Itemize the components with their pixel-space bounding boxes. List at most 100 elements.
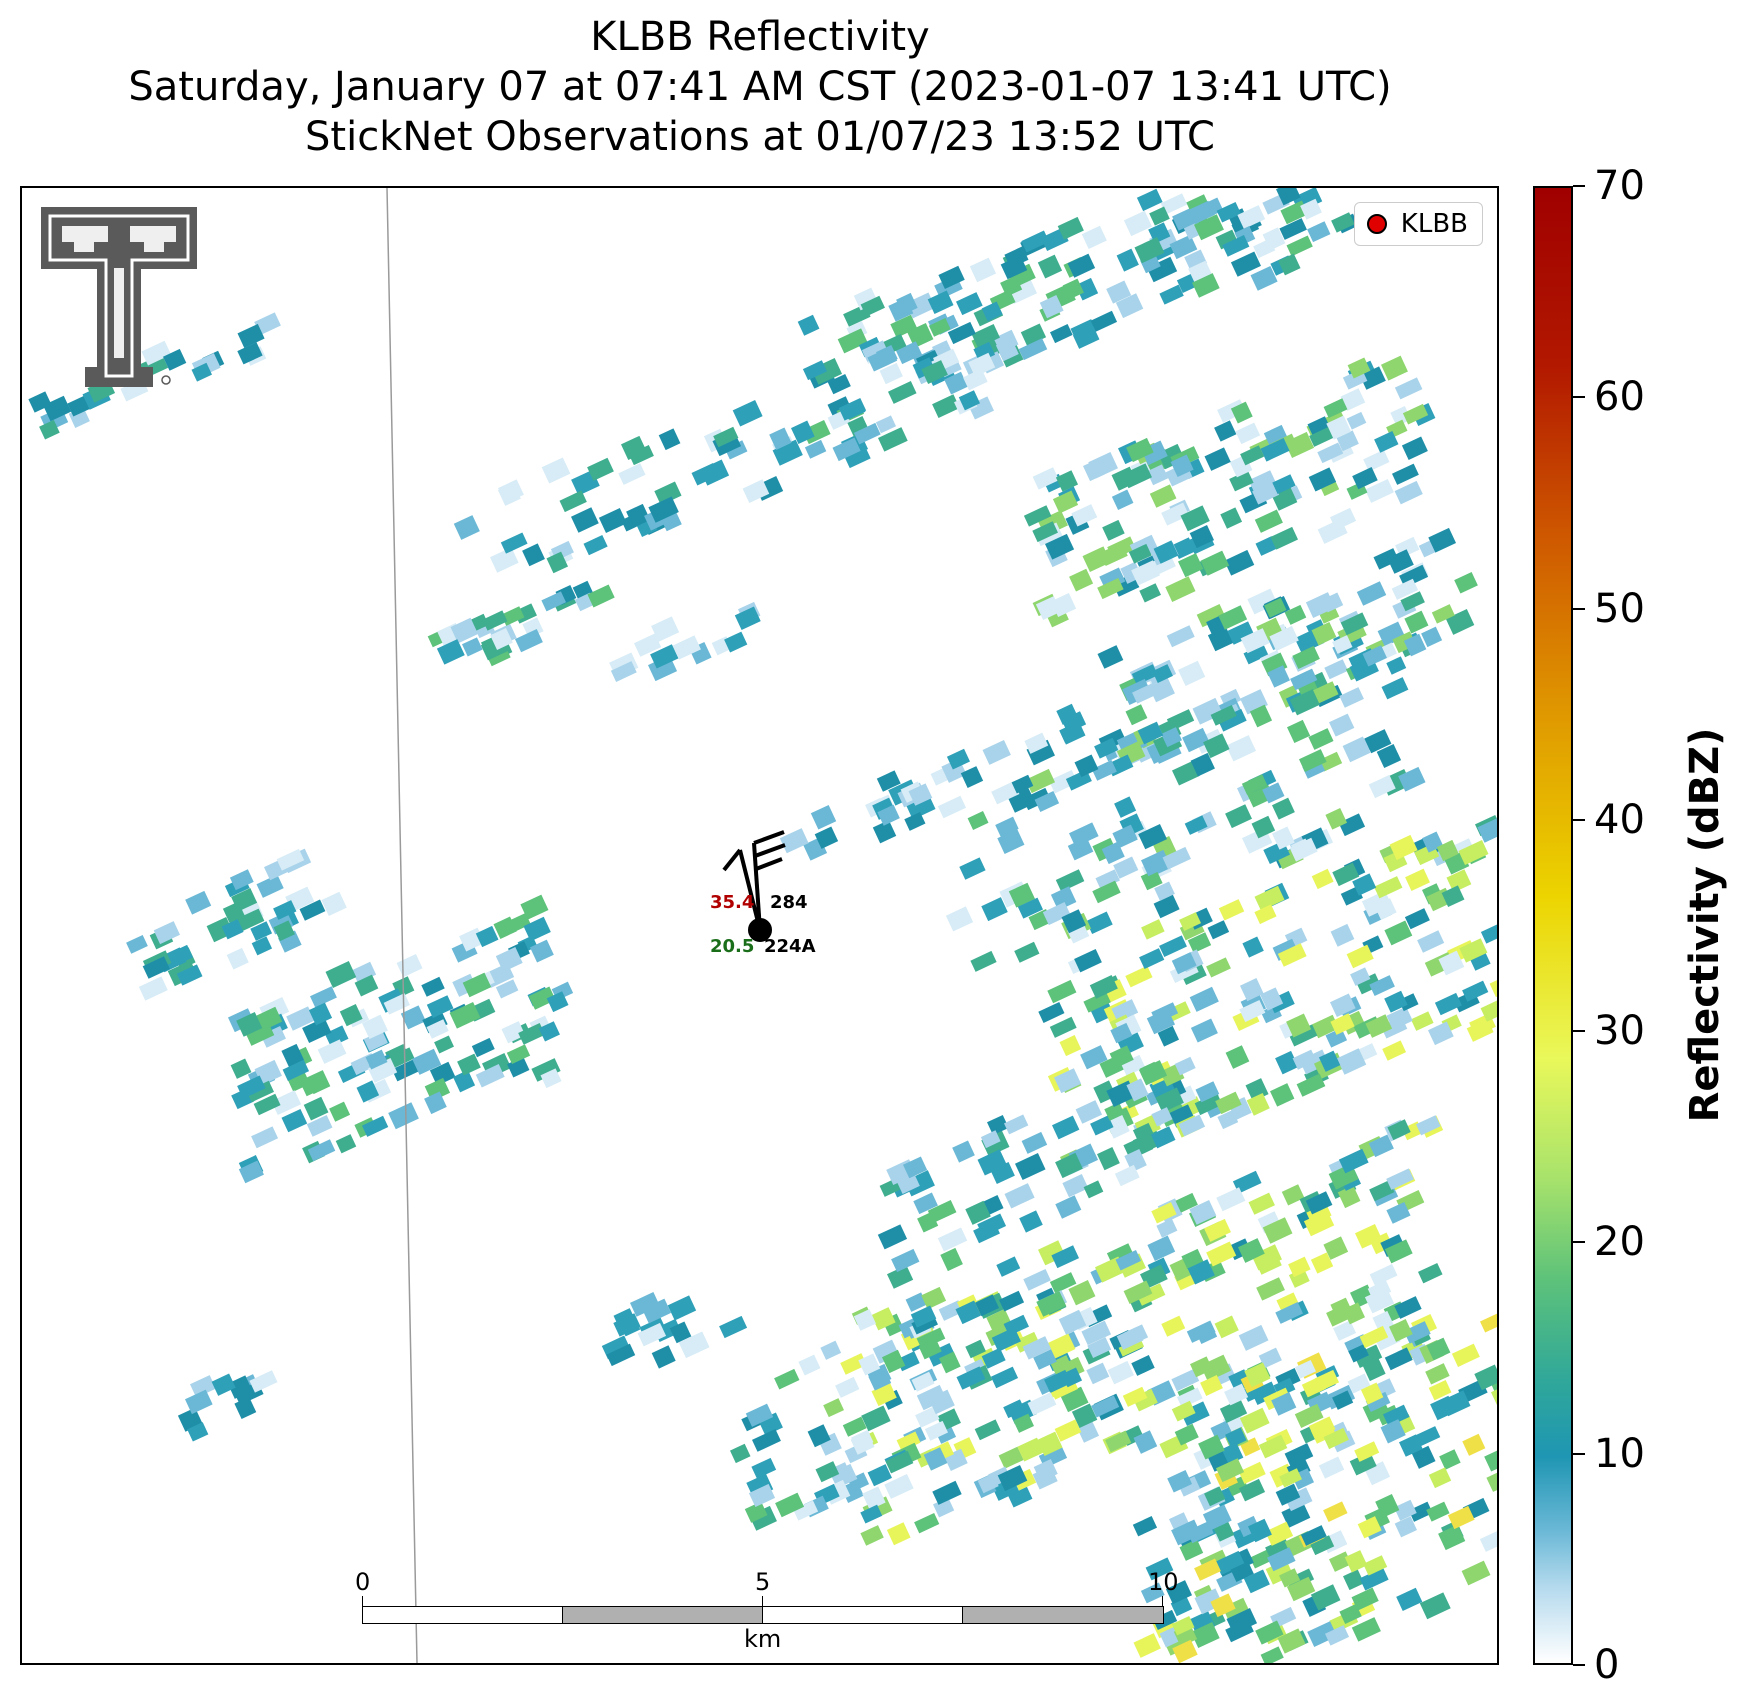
reflectivity-cell <box>1184 815 1208 835</box>
reflectivity-cell <box>1246 1092 1270 1116</box>
reflectivity-cell <box>1323 1427 1349 1450</box>
reflectivity-cell <box>1362 1357 1386 1382</box>
reflectivity-cell <box>1338 813 1366 837</box>
reflectivity-cell <box>1323 1236 1349 1260</box>
reflectivity-cell <box>1178 1114 1206 1137</box>
reflectivity-cell <box>642 1298 672 1324</box>
reflectivity-cell <box>877 1224 908 1250</box>
reflectivity-cell <box>1207 920 1230 940</box>
reflectivity-cell <box>546 991 569 1013</box>
reflectivity-cell <box>1267 665 1290 688</box>
radar-map[interactable]: 35.4 284 20.5 224A KLBB 0 5 10 km <box>20 186 1499 1665</box>
reflectivity-cell <box>1106 1114 1130 1139</box>
reflectivity-cell <box>504 912 531 935</box>
reflectivity-cell <box>153 921 181 945</box>
reflectivity-cell <box>1340 612 1369 636</box>
reflectivity-cell <box>1251 815 1276 839</box>
reflectivity-cell <box>1110 1022 1133 1044</box>
reflectivity-cell <box>1403 1321 1431 1344</box>
reflectivity-cell <box>1428 1467 1452 1489</box>
reflectivity-cell <box>1238 1461 1266 1485</box>
reflectivity-cell <box>1204 1486 1226 1507</box>
reflectivity-cell <box>1222 234 1250 257</box>
reflectivity-cell <box>339 1004 363 1027</box>
reflectivity-cell <box>237 342 263 365</box>
reflectivity-cell <box>734 606 761 630</box>
reflectivity-cell <box>965 1200 991 1225</box>
reflectivity-cell <box>335 1134 357 1154</box>
reflectivity-cell <box>1270 1083 1295 1107</box>
reflectivity-cell <box>1242 936 1264 958</box>
reflectivity-cell <box>1111 999 1139 1023</box>
reflectivity-cell <box>1062 1174 1089 1198</box>
reflectivity-cell <box>1014 1331 1040 1353</box>
reflectivity-cell <box>938 1300 964 1321</box>
reflectivity-cell <box>1248 470 1277 494</box>
reflectivity-cell <box>1375 1494 1400 1518</box>
reflectivity-cell <box>1258 1434 1288 1459</box>
reflectivity-cell <box>827 373 851 395</box>
reflectivity-cell <box>1307 221 1331 243</box>
reflectivity-cell <box>1428 1379 1452 1401</box>
reflectivity-cell <box>497 482 521 506</box>
reflectivity-cell <box>1267 1547 1296 1572</box>
reflectivity-cell <box>1225 1619 1254 1643</box>
reflectivity-cell <box>610 661 637 682</box>
reflectivity-cell <box>1288 1256 1311 1278</box>
reflectivity-cell <box>1394 1516 1417 1538</box>
colorbar-tick-label: 70 <box>1594 163 1645 209</box>
reflectivity-cell <box>1255 1620 1284 1645</box>
reflectivity-cell <box>1311 868 1334 890</box>
reflectivity-cell <box>1323 398 1348 419</box>
reflectivity-cell <box>1224 1383 1249 1406</box>
reflectivity-cell <box>1177 1476 1201 1497</box>
reflectivity-cell <box>895 341 923 365</box>
reflectivity-cell <box>1287 719 1311 744</box>
reflectivity-cell <box>453 1070 476 1093</box>
reflectivity-cell <box>1427 1021 1454 1046</box>
reflectivity-cell <box>1271 826 1295 850</box>
reflectivity-cell <box>1152 1609 1178 1630</box>
reflectivity-cell <box>995 338 1019 362</box>
reflectivity-cell <box>937 1227 968 1252</box>
reflectivity-cell <box>830 1463 858 1489</box>
reflectivity-cell <box>1440 1390 1471 1417</box>
reflectivity-cell <box>1090 310 1118 332</box>
reflectivity-cell <box>528 986 556 1010</box>
wind-barb-icon <box>722 830 786 942</box>
reflectivity-cell <box>1330 1013 1355 1035</box>
reflectivity-cell <box>952 1140 975 1163</box>
reflectivity-cell <box>1380 1419 1406 1444</box>
reflectivity-cell <box>1342 736 1371 763</box>
reflectivity-cell <box>1314 1369 1340 1392</box>
reflectivity-cell <box>713 426 739 448</box>
reflectivity-cell <box>1276 188 1301 206</box>
reflectivity-cell <box>991 1327 1021 1352</box>
reflectivity-cell <box>820 1340 842 1360</box>
reflectivity-cell <box>1087 1337 1112 1359</box>
reflectivity-cell <box>1356 581 1387 606</box>
reflectivity-cell <box>1265 1521 1294 1546</box>
reflectivity-cell <box>1086 1362 1110 1385</box>
reflectivity-cell <box>990 1366 1019 1389</box>
reflectivity-cell <box>927 1200 957 1223</box>
reflectivity-cell <box>769 427 792 450</box>
reflectivity-cell <box>1308 728 1334 750</box>
reflectivity-cell <box>1284 604 1307 625</box>
reflectivity-cell <box>1115 293 1144 319</box>
reflectivity-cell <box>1439 1449 1461 1470</box>
reflectivity-cell <box>1239 1000 1266 1023</box>
reflectivity-cell <box>990 1161 1015 1184</box>
reflectivity-cell <box>571 507 599 533</box>
reflectivity-cell <box>1309 427 1334 447</box>
reflectivity-cell <box>1237 205 1266 230</box>
reflectivity-cell <box>1171 952 1197 975</box>
reflectivity-cell <box>1353 1344 1383 1368</box>
reflectivity-cell <box>236 1012 263 1037</box>
reflectivity-cell <box>1071 504 1098 527</box>
reflectivity-cell <box>449 1001 481 1029</box>
reflectivity-cell <box>732 399 763 427</box>
reflectivity-cell <box>1318 751 1343 772</box>
scale-tick-5: 5 <box>755 1568 771 1596</box>
reflectivity-cell <box>630 1291 660 1317</box>
